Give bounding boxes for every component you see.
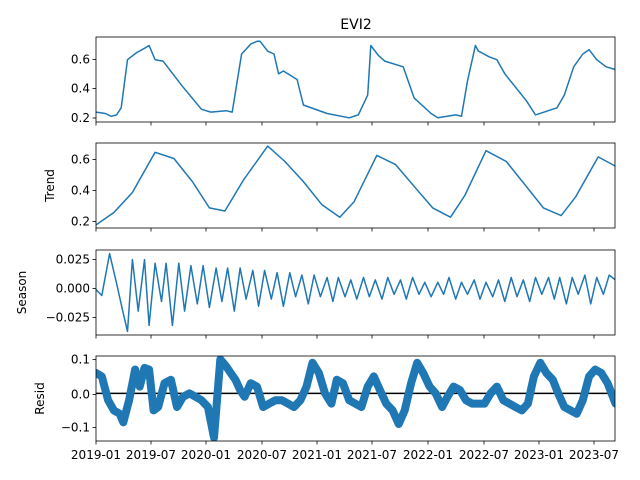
x-tick-label: 2020-01 [181, 448, 231, 462]
y-tick-label: 0.6 [71, 153, 90, 167]
x-tick-label: 2023-07 [569, 448, 619, 462]
axes-frame [95, 355, 616, 442]
series-trend [96, 145, 615, 226]
y-tick-label: 0.025 [56, 253, 90, 267]
panel-resid: 0.1 0.0 −0.1 Resid [33, 353, 616, 445]
y-tick-label: 0.6 [71, 53, 90, 67]
y-tick-label: −0.1 [61, 421, 90, 435]
x-tick-label: 2020-07 [237, 448, 287, 462]
x-tick-label: 2019-01 [71, 448, 121, 462]
x-tick-label: 2021-07 [347, 448, 397, 462]
axes-frame [95, 249, 616, 336]
panel-observed: 0.2 0.4 0.6 [71, 36, 616, 126]
x-tick-label: 2023-01 [514, 448, 564, 462]
y-tick-label: 0.0 [71, 388, 90, 402]
axes-frame [95, 142, 616, 229]
x-tick-label: 2022-01 [403, 448, 453, 462]
series-resid [96, 356, 615, 441]
y-tick-label: 0.4 [71, 184, 90, 198]
y-tick-label: 0.000 [56, 282, 90, 296]
y-axis-label: Season [15, 271, 29, 315]
panel-trend: 0.2 0.4 0.6 Trend [43, 142, 616, 232]
y-tick-label: 0.1 [71, 353, 90, 367]
y-axis-label: Resid [33, 382, 47, 414]
y-tick-label: 0.4 [71, 82, 90, 96]
panels: 0.2 0.4 0.6 0.2 0.4 0.6 Trend 0.025 0.000 −0.025 S… [15, 36, 619, 462]
y-tick-label: 0.2 [71, 215, 90, 229]
y-tick-label: −0.025 [46, 311, 90, 325]
axes-frame [95, 36, 616, 123]
x-tick-label: 2021-01 [292, 448, 342, 462]
y-axis-label: Trend [43, 169, 57, 203]
x-tick-label: 2019-07 [126, 448, 176, 462]
series-season [96, 252, 615, 333]
panel-season: 0.025 0.000 −0.025 Season [15, 249, 616, 339]
y-tick-label: 0.2 [71, 111, 90, 125]
series-observed [96, 40, 615, 119]
chart-title: EVI2 [340, 17, 371, 33]
x-tick-label: 2022-07 [459, 448, 509, 462]
